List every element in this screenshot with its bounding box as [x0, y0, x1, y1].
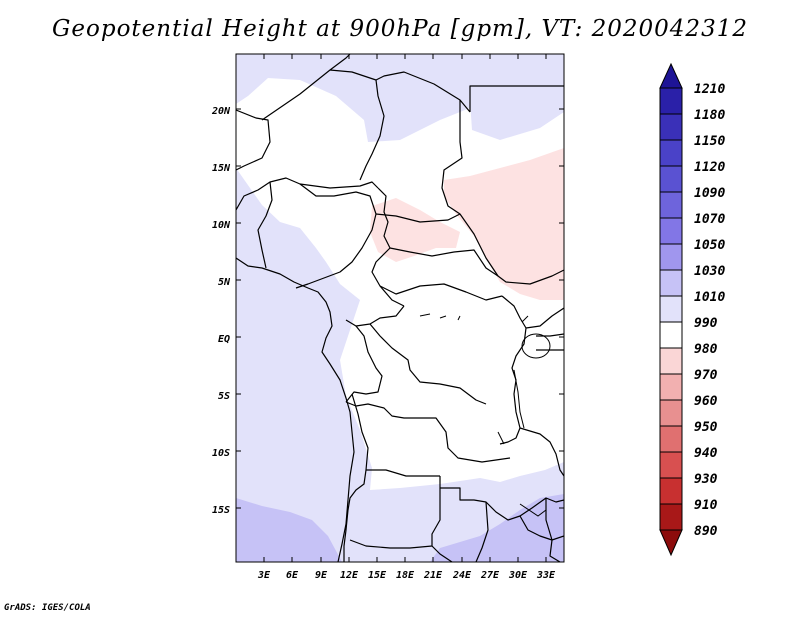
colorbar-top-arrow: [659, 62, 683, 89]
lon-label-6e: 6E: [286, 570, 299, 581]
lat-label-5n: 5N: [218, 277, 231, 288]
fill-southwest-high: [236, 498, 342, 562]
colorbar-label-1210: 1210: [694, 82, 725, 97]
lat-label-15n: 15N: [212, 163, 231, 174]
lon-label-21e: 21E: [423, 570, 443, 581]
colorbar-segment: [659, 321, 683, 349]
colorbar-segment: [659, 451, 683, 479]
colorbar-segment: [659, 373, 683, 401]
colorbar: 1210 1180 1150 1120 1090 1070 1050 1030 …: [659, 62, 725, 557]
lon-label-15e: 15E: [368, 570, 387, 581]
colorbar-segment: [659, 347, 683, 375]
lat-label-10n: 10N: [212, 220, 231, 231]
colorbar-label-1050: 1050: [694, 238, 725, 253]
lon-label-12e: 12E: [340, 570, 359, 581]
colorbar-segment: [659, 295, 683, 323]
latitude-labels: 20N 15N 10N 5N EQ 5S 10S 15S: [211, 106, 231, 516]
fill-north-band: [236, 54, 470, 142]
colorbar-label-950: 950: [694, 420, 718, 435]
colorbar-segment: [659, 425, 683, 453]
colorbar-label-910: 910: [694, 498, 718, 513]
map-title: Geopotential Height at 900hPa [gpm], VT:…: [52, 16, 748, 42]
colorbar-segment: [659, 269, 683, 297]
colorbar-label-1010: 1010: [694, 290, 725, 305]
lon-label-18e: 18E: [396, 570, 415, 581]
colorbar-label-970: 970: [694, 368, 718, 383]
lon-label-33e: 33E: [536, 570, 556, 581]
colorbar-segment: [659, 503, 683, 531]
colorbar-segment: [659, 113, 683, 141]
height-fill-layer: [236, 54, 564, 562]
axis-ticks: [236, 54, 564, 562]
colorbar-label-1120: 1120: [694, 160, 725, 175]
lat-label-15s: 15S: [212, 505, 230, 516]
colorbar-bottom-arrow: [659, 529, 683, 557]
colorbar-label-1070: 1070: [694, 212, 725, 227]
fill-central-low: [370, 198, 460, 262]
colorbar-segment: [659, 191, 683, 219]
lakes: [419, 313, 551, 517]
lat-label-5s: 5S: [218, 391, 230, 402]
lon-label-24e: 24E: [452, 570, 472, 581]
lon-label-27e: 27E: [480, 570, 500, 581]
colorbar-segment: [659, 165, 683, 193]
colorbar-label-1150: 1150: [694, 134, 725, 149]
colorbar-segment: [659, 217, 683, 245]
map-frame: [235, 53, 565, 563]
colorbar-segment: [659, 87, 683, 115]
colorbar-label-930: 930: [694, 472, 718, 487]
fill-northeast-patch: [470, 54, 564, 140]
fill-west-coast: [236, 168, 564, 562]
colorbar-label-960: 960: [694, 394, 718, 409]
colorbar-label-990: 990: [694, 316, 718, 331]
country-borders: [236, 54, 564, 562]
fill-northeast-low: [444, 148, 564, 300]
colorbar-label-1090: 1090: [694, 186, 725, 201]
colorbar-segment: [659, 139, 683, 167]
lon-label-3e: 3E: [257, 570, 271, 581]
grads-credit: GrADS: IGES/COLA: [4, 603, 91, 613]
colorbar-segment: [659, 243, 683, 271]
longitude-labels: 3E 6E 9E 12E 15E 18E 21E 24E 27E 30E 33E: [257, 570, 556, 581]
colorbar-label-1180: 1180: [694, 108, 725, 123]
colorbar-label-890: 890: [694, 524, 718, 539]
colorbar-segment: [659, 399, 683, 427]
lat-label-20n: 20N: [211, 106, 231, 117]
colorbar-segment: [659, 477, 683, 505]
lon-label-9e: 9E: [315, 570, 328, 581]
colorbar-label-940: 940: [694, 446, 718, 461]
lat-label-10s: 10S: [212, 448, 230, 459]
lat-label-eq: EQ: [218, 334, 230, 345]
colorbar-label-980: 980: [694, 342, 718, 357]
colorbar-label-1030: 1030: [694, 264, 725, 279]
lon-label-30e: 30E: [508, 570, 528, 581]
